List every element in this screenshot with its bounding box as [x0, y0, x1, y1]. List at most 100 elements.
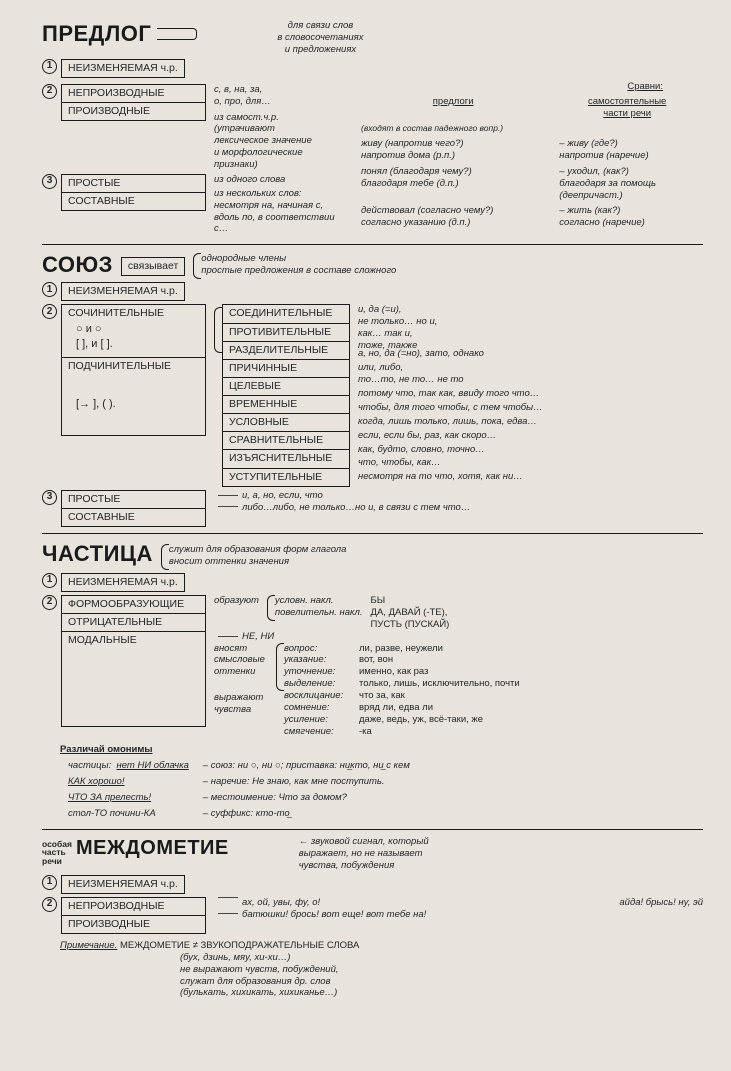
cell: – союз: ни ○, ни ○; приставка: ни͟кто, н… [197, 759, 416, 773]
box: СОСТАВНЫЕ [61, 509, 206, 527]
section-soyuz: СОЮЗ связывает однородные члены простые … [42, 251, 703, 527]
num-2: 2 [42, 84, 57, 99]
box: ПРОИЗВОДНЫЕ [61, 103, 206, 121]
cell: стол-ТО почини-КА [62, 807, 195, 821]
sub-box: ПРОТИВИТЕЛЬНЫЕ [222, 324, 350, 342]
ex: и, да (=и), не только… но и, как… так и,… [358, 304, 543, 348]
ex: НЕ, НИ [242, 631, 274, 642]
hom-title: Различай омонимы [60, 744, 152, 755]
schema: [→ ], ( ). [68, 398, 199, 412]
num-1: 1 [42, 573, 57, 588]
v: -ка [359, 726, 372, 738]
cell: ЧТО ЗА прелесть! [62, 791, 195, 805]
label: СОЧИНИТЕЛЬНЫЕ [68, 307, 164, 319]
box: НЕИЗМЕНЯЕМАЯ ч.р. [61, 59, 185, 78]
note: условн. накл. [275, 595, 363, 607]
label: ПОДЧИНИТЕЛЬНЫЕ [68, 360, 171, 372]
purpose-predlog: для связи слов в словосочетаниях и предл… [277, 20, 363, 56]
v: что за, как [359, 690, 405, 702]
ex: а, но, да (=но), зато, однако [358, 348, 543, 360]
cell: живу (напротив чего?) напротив дома (р.п… [355, 137, 551, 163]
ex: когда, лишь только, лишь, пока, едва… [358, 416, 543, 428]
hom-table: частицы: нет НИ облачка – союз: ни ○, ни… [60, 757, 418, 823]
cell: – суффикс: кто-то͟ [197, 807, 416, 821]
sub-box: УСЛОВНЫЕ [222, 414, 350, 432]
v: даже, ведь, уж, всё-таки, же [359, 714, 483, 726]
k: усиление: [284, 714, 359, 726]
k: смягчение: [284, 726, 359, 738]
cell: КАК хорошо! [62, 775, 195, 789]
v: вот, вон [359, 654, 393, 666]
label: особая часть речи [42, 840, 72, 866]
schema: [ ], и [ ]. [68, 338, 199, 352]
box: НЕИЗМЕНЯЕМАЯ ч.р. [61, 573, 185, 592]
note: вносят смысловые оттенки [214, 643, 276, 679]
note: вносит оттенки значения [169, 556, 347, 568]
title-predlog: ПРЕДЛОГ [42, 20, 151, 48]
sub-box: СОЕДИНИТЕЛЬНЫЕ [222, 304, 350, 323]
ex: что, чтобы, как… [358, 457, 543, 469]
arrow-dec [157, 28, 197, 40]
cell: – местоимение: Что за домом? [197, 791, 416, 805]
ex: чтобы, для того чтобы, с тем чтобы… [358, 402, 543, 414]
note: из одного слова [214, 174, 347, 186]
ex: либо…либо, не только…но и, в связи с тем… [242, 502, 470, 513]
sub-box: ПРИЧИННЫЕ [222, 360, 350, 378]
k: сомнение: [284, 702, 359, 714]
cell: действовал (согласно чему?) согласно ука… [355, 204, 551, 230]
ex: ах, ой, увы, фу, о! [242, 897, 320, 909]
v: именно, как раз [359, 666, 428, 678]
box: СОСТАВНЫЕ [61, 193, 206, 211]
note: простые предложения в составе сложного [201, 265, 396, 277]
sub-box: УСТУПИТЕЛЬНЫЕ [222, 469, 350, 487]
compare-table: предлоги самостоятельные части речи (вхо… [353, 93, 703, 233]
box: ПРОСТЫЕ [61, 490, 206, 509]
ex: несмотря на то что, хотя, как ни… [358, 471, 543, 483]
k: восклицание: [284, 690, 359, 702]
ex: ДА, ДАВАЙ (-ТЕ), ПУСТЬ (ПУСКАЙ) [371, 607, 450, 631]
k: указание: [284, 654, 359, 666]
ex: потому что, так как, ввиду того что… [358, 388, 543, 400]
box: НЕИЗМЕНЯЕМАЯ ч.р. [61, 282, 185, 301]
th: предлоги [355, 95, 551, 121]
k: уточнение: [284, 666, 359, 678]
num-3: 3 [42, 174, 57, 189]
note: из нескольких слов: несмотря на, начиная… [214, 188, 347, 236]
v: вряд ли, едва ли [359, 702, 433, 714]
num-1: 1 [42, 59, 57, 74]
note: звуковой сигнал, который выражает, но не… [299, 836, 429, 871]
box: ФОРМООБРАЗУЮЩИЕ [61, 595, 206, 614]
note: выражают чувства [214, 692, 276, 716]
cell: – жить (как?) согласно (наречие) [553, 204, 701, 230]
box: МОДАЛЬНЫЕ [61, 632, 206, 727]
k: вопрос: [284, 643, 359, 655]
cell: – уходил, (как?) благодаря за помощь (де… [553, 165, 701, 203]
ex: если, если бы, раз, как скоро… [358, 430, 543, 442]
box: СОЧИНИТЕЛЬНЫЕ ○ и ○ [ ], и [ ]. [61, 304, 206, 358]
box: ПОДЧИНИТЕЛЬНЫЕ [→ ], ( ). [61, 358, 206, 436]
sub-box: ЦЕЛЕВЫЕ [222, 378, 350, 396]
cell: частицы: [68, 760, 111, 771]
title-soyuz: СОЮЗ [42, 251, 113, 279]
sub-box: СРАВНИТЕЛЬНЫЕ [222, 432, 350, 450]
ex: как, будто, словно, точно… [358, 444, 543, 456]
ex: или, либо, то…то, не то… не то [358, 362, 543, 386]
schema: ○ и ○ [68, 323, 199, 337]
v: только, лишь, исключительно, почти [359, 678, 520, 690]
note: из самост.ч.р. (утрачивают лексическое з… [214, 112, 312, 171]
box: НЕПРОИЗВОДНЫЕ [61, 84, 206, 103]
cell: нет НИ облачка [117, 760, 189, 771]
num-1: 1 [42, 875, 57, 890]
cell: понял (благодаря чему?) благодаря тебе (… [355, 165, 551, 203]
cell: – живу (где?) напротив (наречие) [553, 137, 701, 163]
num-2: 2 [42, 304, 57, 319]
box: ОТРИЦАТЕЛЬНЫЕ [61, 614, 206, 632]
ex: БЫ [371, 595, 450, 607]
title-mezh: МЕЖДОМЕТИЕ [76, 836, 229, 861]
note: повелительн. накл. [275, 607, 363, 619]
num-1: 1 [42, 282, 57, 297]
linking: связывает [121, 257, 185, 276]
section-mezh: особая часть речи МЕЖДОМЕТИЕ ← звуковой … [42, 836, 703, 999]
note: (бух, дзинь, мяу, хи-хи…) не выражают чу… [180, 952, 703, 1000]
note: однородные члены [201, 253, 396, 265]
